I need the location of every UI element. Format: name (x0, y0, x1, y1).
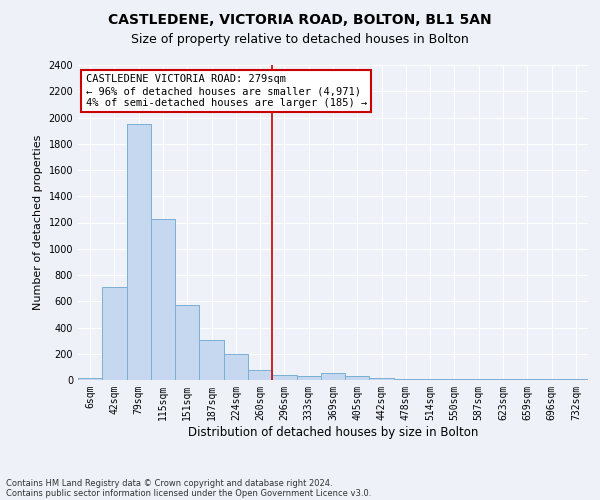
Text: Contains HM Land Registry data © Crown copyright and database right 2024.: Contains HM Land Registry data © Crown c… (6, 478, 332, 488)
Bar (370, 378, 394, 380)
Bar (272, 375, 296, 380)
Bar (127, 124, 151, 380)
Text: CASTLEDENE, VICTORIA ROAD, BOLTON, BL1 5AN: CASTLEDENE, VICTORIA ROAD, BOLTON, BL1 5… (108, 12, 492, 26)
Text: Size of property relative to detached houses in Bolton: Size of property relative to detached ho… (131, 32, 469, 46)
Bar (248, 370, 272, 380)
Bar (321, 374, 345, 380)
Bar (102, 287, 127, 380)
Y-axis label: Number of detached properties: Number of detached properties (33, 135, 43, 310)
Bar (394, 378, 418, 380)
Bar (345, 376, 370, 380)
Bar (175, 304, 199, 380)
Text: CASTLEDENE VICTORIA ROAD: 279sqm
← 96% of detached houses are smaller (4,971)
4%: CASTLEDENE VICTORIA ROAD: 279sqm ← 96% o… (86, 74, 367, 108)
Bar (78, 378, 102, 380)
Bar (199, 340, 224, 380)
X-axis label: Distribution of detached houses by size in Bolton: Distribution of detached houses by size … (188, 426, 478, 438)
Text: Contains public sector information licensed under the Open Government Licence v3: Contains public sector information licen… (6, 488, 371, 498)
Bar (151, 219, 175, 380)
Bar (296, 376, 321, 380)
Bar (224, 354, 248, 380)
